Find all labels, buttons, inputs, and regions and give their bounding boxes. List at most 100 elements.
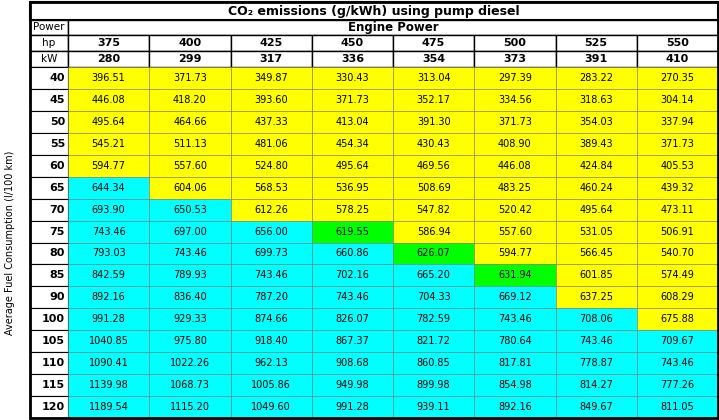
Bar [312,177,393,199]
Bar [475,396,556,418]
Bar [30,308,68,330]
Text: 962.13: 962.13 [255,358,288,368]
Bar [637,67,718,89]
Bar [312,396,393,418]
Text: Power: Power [33,23,65,32]
Text: 446.08: 446.08 [498,161,531,171]
Text: 557.60: 557.60 [498,226,532,236]
Bar [30,265,68,286]
Text: 702.16: 702.16 [336,270,370,281]
Text: 418.20: 418.20 [173,95,207,105]
Bar [637,396,718,418]
Bar [231,220,312,242]
Text: 297.39: 297.39 [498,73,532,83]
Bar [30,67,68,89]
Text: 330.43: 330.43 [336,73,369,83]
Bar [556,396,637,418]
Text: 650.53: 650.53 [173,205,207,215]
Text: 892.16: 892.16 [498,402,532,412]
Text: 949.98: 949.98 [336,380,369,390]
Text: 475: 475 [422,38,445,48]
Bar [30,133,68,155]
Bar [393,35,475,51]
Bar [231,396,312,418]
Bar [475,111,556,133]
Bar [30,199,68,220]
Text: 826.07: 826.07 [336,314,370,324]
Text: 500: 500 [503,38,526,48]
Bar [68,111,150,133]
Bar [30,35,68,51]
Bar [475,133,556,155]
Bar [30,220,68,242]
Bar [68,20,718,35]
Text: 566.45: 566.45 [580,249,613,258]
Text: 481.06: 481.06 [255,139,288,149]
Text: 506.91: 506.91 [661,226,695,236]
Bar [312,286,393,308]
Bar [30,2,718,20]
Text: 280: 280 [97,54,120,64]
Bar [393,352,475,374]
Bar [68,133,150,155]
Bar [312,111,393,133]
Bar [637,51,718,67]
Bar [68,220,150,242]
Text: 817.81: 817.81 [498,358,532,368]
Bar [231,111,312,133]
Text: 991.28: 991.28 [92,314,126,324]
Bar [312,330,393,352]
Text: 626.07: 626.07 [417,249,451,258]
Text: 400: 400 [178,38,201,48]
Bar [475,35,556,51]
Text: 743.46: 743.46 [173,249,207,258]
Bar [30,396,68,418]
Text: 574.49: 574.49 [661,270,695,281]
Bar [312,352,393,374]
Text: 40: 40 [50,73,65,83]
Bar [556,133,637,155]
Text: 460.24: 460.24 [580,183,613,193]
Bar [393,242,475,265]
Text: 1040.85: 1040.85 [88,336,129,346]
Text: 699.73: 699.73 [255,249,288,258]
Bar [312,308,393,330]
Text: 601.85: 601.85 [580,270,613,281]
Bar [30,177,68,199]
Text: 1090.41: 1090.41 [88,358,129,368]
Bar [231,133,312,155]
Text: 793.03: 793.03 [92,249,126,258]
Text: 337.94: 337.94 [661,117,695,127]
Text: 608.29: 608.29 [661,292,695,302]
Bar [475,89,556,111]
Text: 708.06: 708.06 [580,314,613,324]
Bar [231,155,312,177]
Bar [393,265,475,286]
Bar [393,220,475,242]
Text: 115: 115 [42,380,65,390]
Bar [231,67,312,89]
Text: 354: 354 [422,54,445,64]
Text: 536.95: 536.95 [336,183,370,193]
Text: 777.26: 777.26 [660,380,695,390]
Text: 743.46: 743.46 [92,226,126,236]
Bar [231,308,312,330]
Bar [68,242,150,265]
Bar [556,308,637,330]
Text: 50: 50 [50,117,65,127]
Bar [637,242,718,265]
Text: 375: 375 [97,38,120,48]
Text: 473.11: 473.11 [661,205,695,215]
Text: 918.40: 918.40 [255,336,288,346]
Bar [68,51,150,67]
Text: 413.04: 413.04 [336,117,369,127]
Text: 821.72: 821.72 [416,336,451,346]
Bar [68,352,150,374]
Bar [312,35,393,51]
Bar [150,51,231,67]
Text: 425: 425 [260,38,283,48]
Bar [231,352,312,374]
Bar [30,330,68,352]
Bar [30,89,68,111]
Text: 874.66: 874.66 [255,314,288,324]
